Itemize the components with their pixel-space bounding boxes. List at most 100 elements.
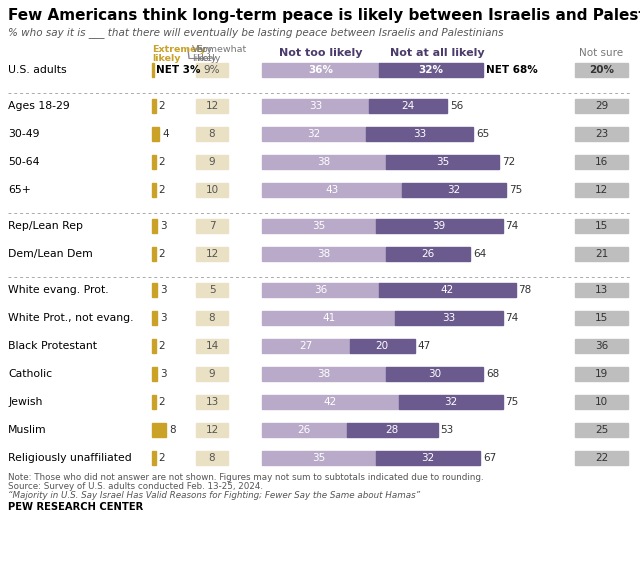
Text: 74: 74 bbox=[506, 221, 519, 231]
Text: 24: 24 bbox=[402, 101, 415, 111]
Text: 2: 2 bbox=[159, 101, 165, 111]
Bar bbox=[152, 395, 156, 409]
Text: 30-49: 30-49 bbox=[8, 129, 40, 139]
Text: 25: 25 bbox=[595, 425, 608, 435]
Bar bbox=[369, 99, 447, 113]
Bar bbox=[196, 247, 228, 261]
Bar bbox=[396, 311, 502, 325]
Text: 15: 15 bbox=[595, 221, 608, 231]
Bar bbox=[262, 283, 379, 297]
Text: 67: 67 bbox=[483, 453, 496, 463]
Text: 10: 10 bbox=[595, 397, 608, 407]
Text: 32%: 32% bbox=[419, 65, 444, 75]
Text: 35: 35 bbox=[312, 453, 326, 463]
Bar bbox=[379, 283, 515, 297]
Text: 5: 5 bbox=[209, 285, 215, 295]
Bar bbox=[152, 423, 166, 437]
Text: 29: 29 bbox=[595, 101, 608, 111]
Bar bbox=[152, 99, 156, 113]
Text: NET 68%: NET 68% bbox=[486, 65, 538, 75]
Text: 20: 20 bbox=[376, 341, 389, 351]
Text: 3: 3 bbox=[161, 313, 167, 323]
Bar bbox=[196, 99, 228, 113]
Text: likely: likely bbox=[192, 54, 216, 63]
Bar bbox=[575, 219, 628, 233]
Text: “Majority in U.S. Say Israel Has Valid Reasons for Fighting; Fewer Say the Same : “Majority in U.S. Say Israel Has Valid R… bbox=[8, 491, 420, 500]
Text: U.S. adults: U.S. adults bbox=[8, 65, 67, 75]
Text: 22: 22 bbox=[595, 453, 608, 463]
Text: 13: 13 bbox=[205, 397, 219, 407]
Bar bbox=[152, 219, 157, 233]
Text: 9%: 9% bbox=[204, 65, 220, 75]
Text: 2: 2 bbox=[159, 341, 165, 351]
Text: 38: 38 bbox=[317, 157, 330, 167]
Bar bbox=[376, 451, 480, 465]
Text: 38: 38 bbox=[317, 369, 330, 379]
Text: 2: 2 bbox=[159, 453, 165, 463]
Text: 50-64: 50-64 bbox=[8, 157, 40, 167]
Bar bbox=[575, 183, 628, 197]
Text: 21: 21 bbox=[595, 249, 608, 259]
Bar bbox=[262, 155, 385, 169]
Text: 10: 10 bbox=[205, 185, 219, 195]
Text: 39: 39 bbox=[433, 221, 445, 231]
Text: 2: 2 bbox=[159, 397, 165, 407]
Text: 4: 4 bbox=[162, 129, 169, 139]
Bar bbox=[379, 63, 483, 77]
Bar bbox=[575, 247, 628, 261]
Text: 38: 38 bbox=[317, 249, 330, 259]
Bar bbox=[575, 367, 628, 381]
Bar bbox=[575, 63, 628, 77]
Text: Rep/Lean Rep: Rep/Lean Rep bbox=[8, 221, 83, 231]
Bar bbox=[152, 155, 156, 169]
Text: 2: 2 bbox=[159, 185, 165, 195]
Text: 12: 12 bbox=[205, 249, 219, 259]
Text: 3: 3 bbox=[161, 285, 167, 295]
Text: PEW RESEARCH CENTER: PEW RESEARCH CENTER bbox=[8, 502, 143, 512]
Bar bbox=[575, 423, 628, 437]
Bar bbox=[262, 395, 399, 409]
Text: Extremely: Extremely bbox=[152, 45, 206, 54]
Text: Very: Very bbox=[192, 45, 213, 54]
Bar bbox=[575, 451, 628, 465]
Text: 16: 16 bbox=[595, 157, 608, 167]
Text: Dem/Lean Dem: Dem/Lean Dem bbox=[8, 249, 93, 259]
Text: 72: 72 bbox=[502, 157, 515, 167]
Text: 33: 33 bbox=[413, 129, 426, 139]
Text: 53: 53 bbox=[440, 425, 454, 435]
Text: 20%: 20% bbox=[589, 65, 614, 75]
Bar bbox=[262, 183, 402, 197]
Text: 75: 75 bbox=[509, 185, 522, 195]
Text: Not too likely: Not too likely bbox=[279, 48, 362, 58]
Text: 9: 9 bbox=[209, 157, 215, 167]
Bar bbox=[262, 423, 346, 437]
Bar bbox=[575, 311, 628, 325]
Bar bbox=[262, 367, 385, 381]
Text: 65+: 65+ bbox=[8, 185, 31, 195]
Text: 36: 36 bbox=[314, 285, 327, 295]
Text: 9: 9 bbox=[209, 369, 215, 379]
Text: 2: 2 bbox=[159, 157, 165, 167]
Text: 23: 23 bbox=[595, 129, 608, 139]
Bar bbox=[385, 247, 470, 261]
Bar bbox=[262, 127, 366, 141]
Text: Religiously unaffiliated: Religiously unaffiliated bbox=[8, 453, 132, 463]
Text: 8: 8 bbox=[209, 313, 215, 323]
Text: likely: likely bbox=[152, 54, 180, 63]
Bar bbox=[152, 183, 156, 197]
Bar bbox=[575, 283, 628, 297]
Bar bbox=[152, 311, 157, 325]
Bar bbox=[262, 339, 349, 353]
Text: 65: 65 bbox=[476, 129, 490, 139]
Text: 30: 30 bbox=[428, 369, 441, 379]
Bar bbox=[385, 155, 499, 169]
Bar bbox=[196, 423, 228, 437]
Text: 33: 33 bbox=[309, 101, 323, 111]
Text: 43: 43 bbox=[325, 185, 339, 195]
Bar bbox=[376, 219, 502, 233]
Bar bbox=[196, 311, 228, 325]
Text: 32: 32 bbox=[444, 397, 457, 407]
Text: 8: 8 bbox=[209, 129, 215, 139]
Text: 12: 12 bbox=[205, 101, 219, 111]
Text: 3: 3 bbox=[161, 221, 167, 231]
